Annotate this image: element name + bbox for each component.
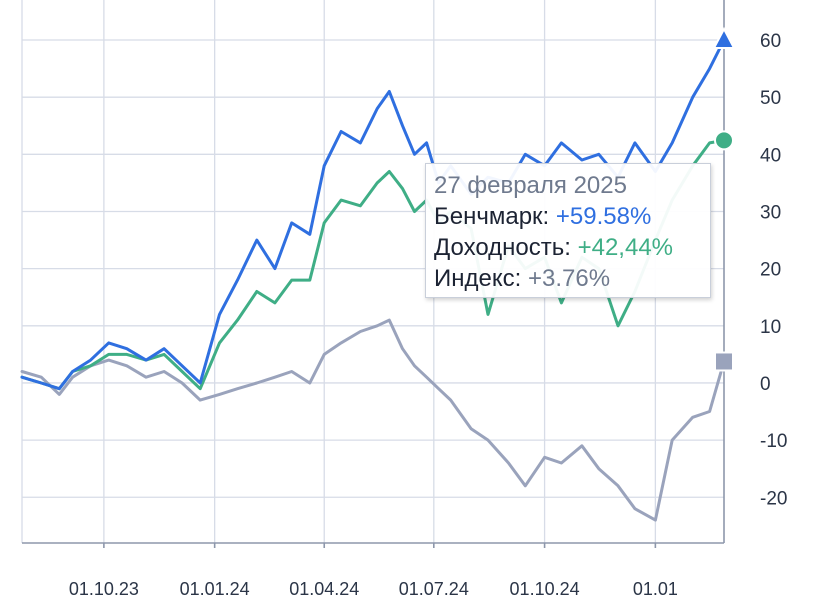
- tooltip-date: 27 февраля 2025: [434, 172, 627, 199]
- tooltip-return-row: Доходность: +42,44%: [434, 232, 710, 263]
- tooltip-benchmark-label: Бенчмарк:: [434, 203, 550, 230]
- return-end-marker: [714, 130, 734, 151]
- y-tick-label: -10: [760, 431, 787, 452]
- index-line: [20, 318, 726, 522]
- hover-tooltip: 27 февраля 2025 Бенчмарк: +59.58% Доходн…: [425, 163, 711, 298]
- y-tick-label: 20: [760, 260, 781, 281]
- x-tick-label: 01.04.24: [289, 579, 359, 599]
- y-tick-label: 0: [760, 374, 771, 395]
- benchmark-end-marker: [712, 26, 736, 50]
- y-tick-label: 60: [760, 31, 781, 52]
- x-tick-label: 01.10.23: [69, 579, 139, 599]
- x-tick-label: 01.07.24: [399, 579, 469, 599]
- x-tick-label: 01.01: [633, 579, 678, 599]
- tooltip-return-label: Доходность:: [434, 234, 571, 261]
- tooltip-index-value: +3.76%: [527, 265, 611, 292]
- tooltip-index-label: Индекс:: [434, 265, 522, 292]
- y-axis-ticks: -20 -10 0 10 20 30 40 50 60: [760, 31, 787, 509]
- y-tick-label: 50: [760, 88, 781, 109]
- tooltip-return-value: +42,44%: [577, 234, 674, 261]
- y-tick-label: 40: [760, 145, 781, 166]
- chart-end-markers: [712, 26, 736, 372]
- y-tick-label: 30: [760, 202, 781, 223]
- tooltip-benchmark-value: +59.58%: [555, 203, 652, 230]
- tooltip-benchmark-row: Бенчмарк: +59.58%: [434, 201, 710, 232]
- tooltip-index-row: Индекс: +3.76%: [434, 263, 710, 294]
- y-tick-label: -20: [760, 488, 787, 509]
- y-tick-label: 10: [760, 317, 781, 338]
- index-end-marker: [714, 351, 734, 372]
- x-tick-label: 01.01.24: [180, 579, 250, 599]
- x-axis-ticks: 01.10.23 01.01.24 01.04.24 01.07.24 01.10.24…: [69, 579, 678, 599]
- benchmark-line: [20, 38, 726, 391]
- x-tick-label: 01.10.24: [510, 579, 580, 599]
